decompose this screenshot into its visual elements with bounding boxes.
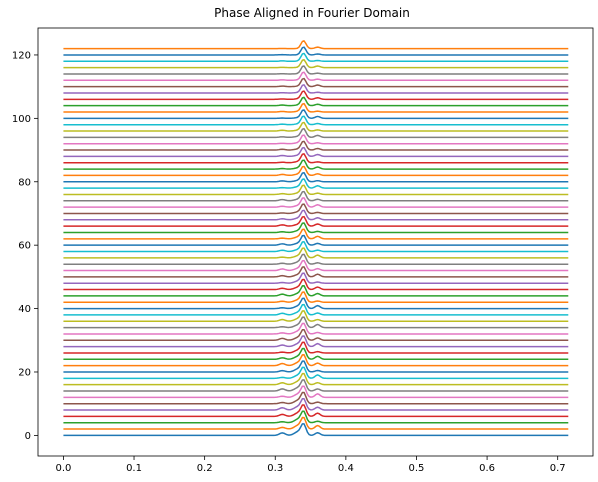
series-line-30 [63, 234, 569, 246]
series-line-6 [63, 385, 569, 399]
y-tick-label: 0 [25, 431, 31, 442]
series-line-48 [63, 121, 569, 132]
series-line-16 [63, 322, 569, 335]
plot-frame [37, 27, 594, 457]
x-tick-label: 0.7 [550, 463, 566, 474]
series-line-24 [63, 272, 569, 284]
x-tick-label: 0.1 [126, 463, 142, 474]
series-line-38 [63, 184, 569, 196]
series-line-17 [63, 316, 569, 329]
y-tick-label: 100 [12, 114, 31, 125]
series-line-19 [63, 303, 569, 316]
y-tick-label: 60 [18, 241, 31, 252]
series-line-58 [63, 58, 569, 69]
series-line-15 [63, 328, 569, 342]
series-line-20 [63, 297, 569, 310]
series-line-36 [63, 197, 569, 208]
x-tick-label: 0.2 [197, 463, 213, 474]
series-line-49 [63, 115, 569, 126]
series-line-47 [63, 128, 569, 139]
series-line-46 [63, 134, 569, 145]
x-tick-label: 0.0 [55, 463, 71, 474]
chart-title: Phase Aligned in Fourier Domain [214, 6, 410, 20]
series-line-32 [63, 222, 569, 234]
series-line-23 [63, 278, 569, 291]
series-line-33 [63, 215, 569, 227]
series-line-28 [63, 247, 569, 259]
series-line-52 [63, 96, 569, 107]
series-line-54 [63, 84, 569, 94]
series-line-18 [63, 310, 569, 323]
series-line-45 [63, 140, 569, 151]
y-tick-label: 120 [12, 50, 31, 61]
series-line-53 [63, 90, 569, 101]
y-tick-label: 80 [18, 177, 31, 188]
series-line-43 [63, 153, 569, 164]
series-line-8 [63, 372, 569, 386]
series-line-11 [63, 354, 569, 367]
series-line-10 [63, 360, 569, 373]
series-line-50 [63, 109, 569, 120]
x-tick-label: 0.3 [267, 463, 283, 474]
series-line-61 [63, 40, 569, 50]
series-line-51 [63, 102, 569, 113]
series-line-22 [63, 284, 569, 297]
series-line-1 [63, 416, 569, 430]
series-line-57 [63, 65, 569, 75]
x-tick-label: 0.4 [338, 463, 354, 474]
series-line-29 [63, 241, 569, 253]
series-line-14 [63, 335, 569, 348]
series-line-40 [63, 171, 569, 183]
series-line-41 [63, 165, 569, 177]
series-line-56 [63, 71, 569, 82]
series-line-9 [63, 366, 569, 380]
series-line-37 [63, 190, 569, 202]
series-line-13 [63, 341, 569, 354]
y-axis: 0 20 40 60 80 100 120 [12, 50, 38, 442]
series-line-34 [63, 209, 569, 221]
x-axis: 0.0 0.1 0.2 0.3 0.4 0.5 0.6 0.7 [55, 456, 566, 474]
series-line-60 [63, 46, 569, 56]
series-line-44 [63, 146, 569, 158]
series-line-39 [63, 178, 569, 189]
series-line-59 [63, 52, 569, 63]
series-line-4 [63, 398, 569, 411]
series-line-27 [63, 253, 569, 265]
series-line-7 [63, 379, 569, 392]
y-tick-label: 40 [18, 304, 31, 315]
series-line-3 [63, 404, 569, 418]
series-line-55 [63, 77, 569, 88]
series-line-35 [63, 203, 569, 215]
series-line-25 [63, 266, 569, 278]
y-tick-label: 20 [18, 367, 31, 378]
series-line-31 [63, 228, 569, 240]
series-line-2 [63, 410, 569, 424]
series-line-5 [63, 391, 569, 405]
x-tick-label: 0.5 [409, 463, 425, 474]
series-line-26 [63, 259, 569, 272]
series-line-21 [63, 291, 569, 303]
series-layer [63, 40, 569, 437]
series-line-0 [63, 423, 569, 437]
series-line-42 [63, 159, 569, 170]
x-tick-label: 0.6 [479, 463, 495, 474]
series-line-12 [63, 347, 569, 361]
